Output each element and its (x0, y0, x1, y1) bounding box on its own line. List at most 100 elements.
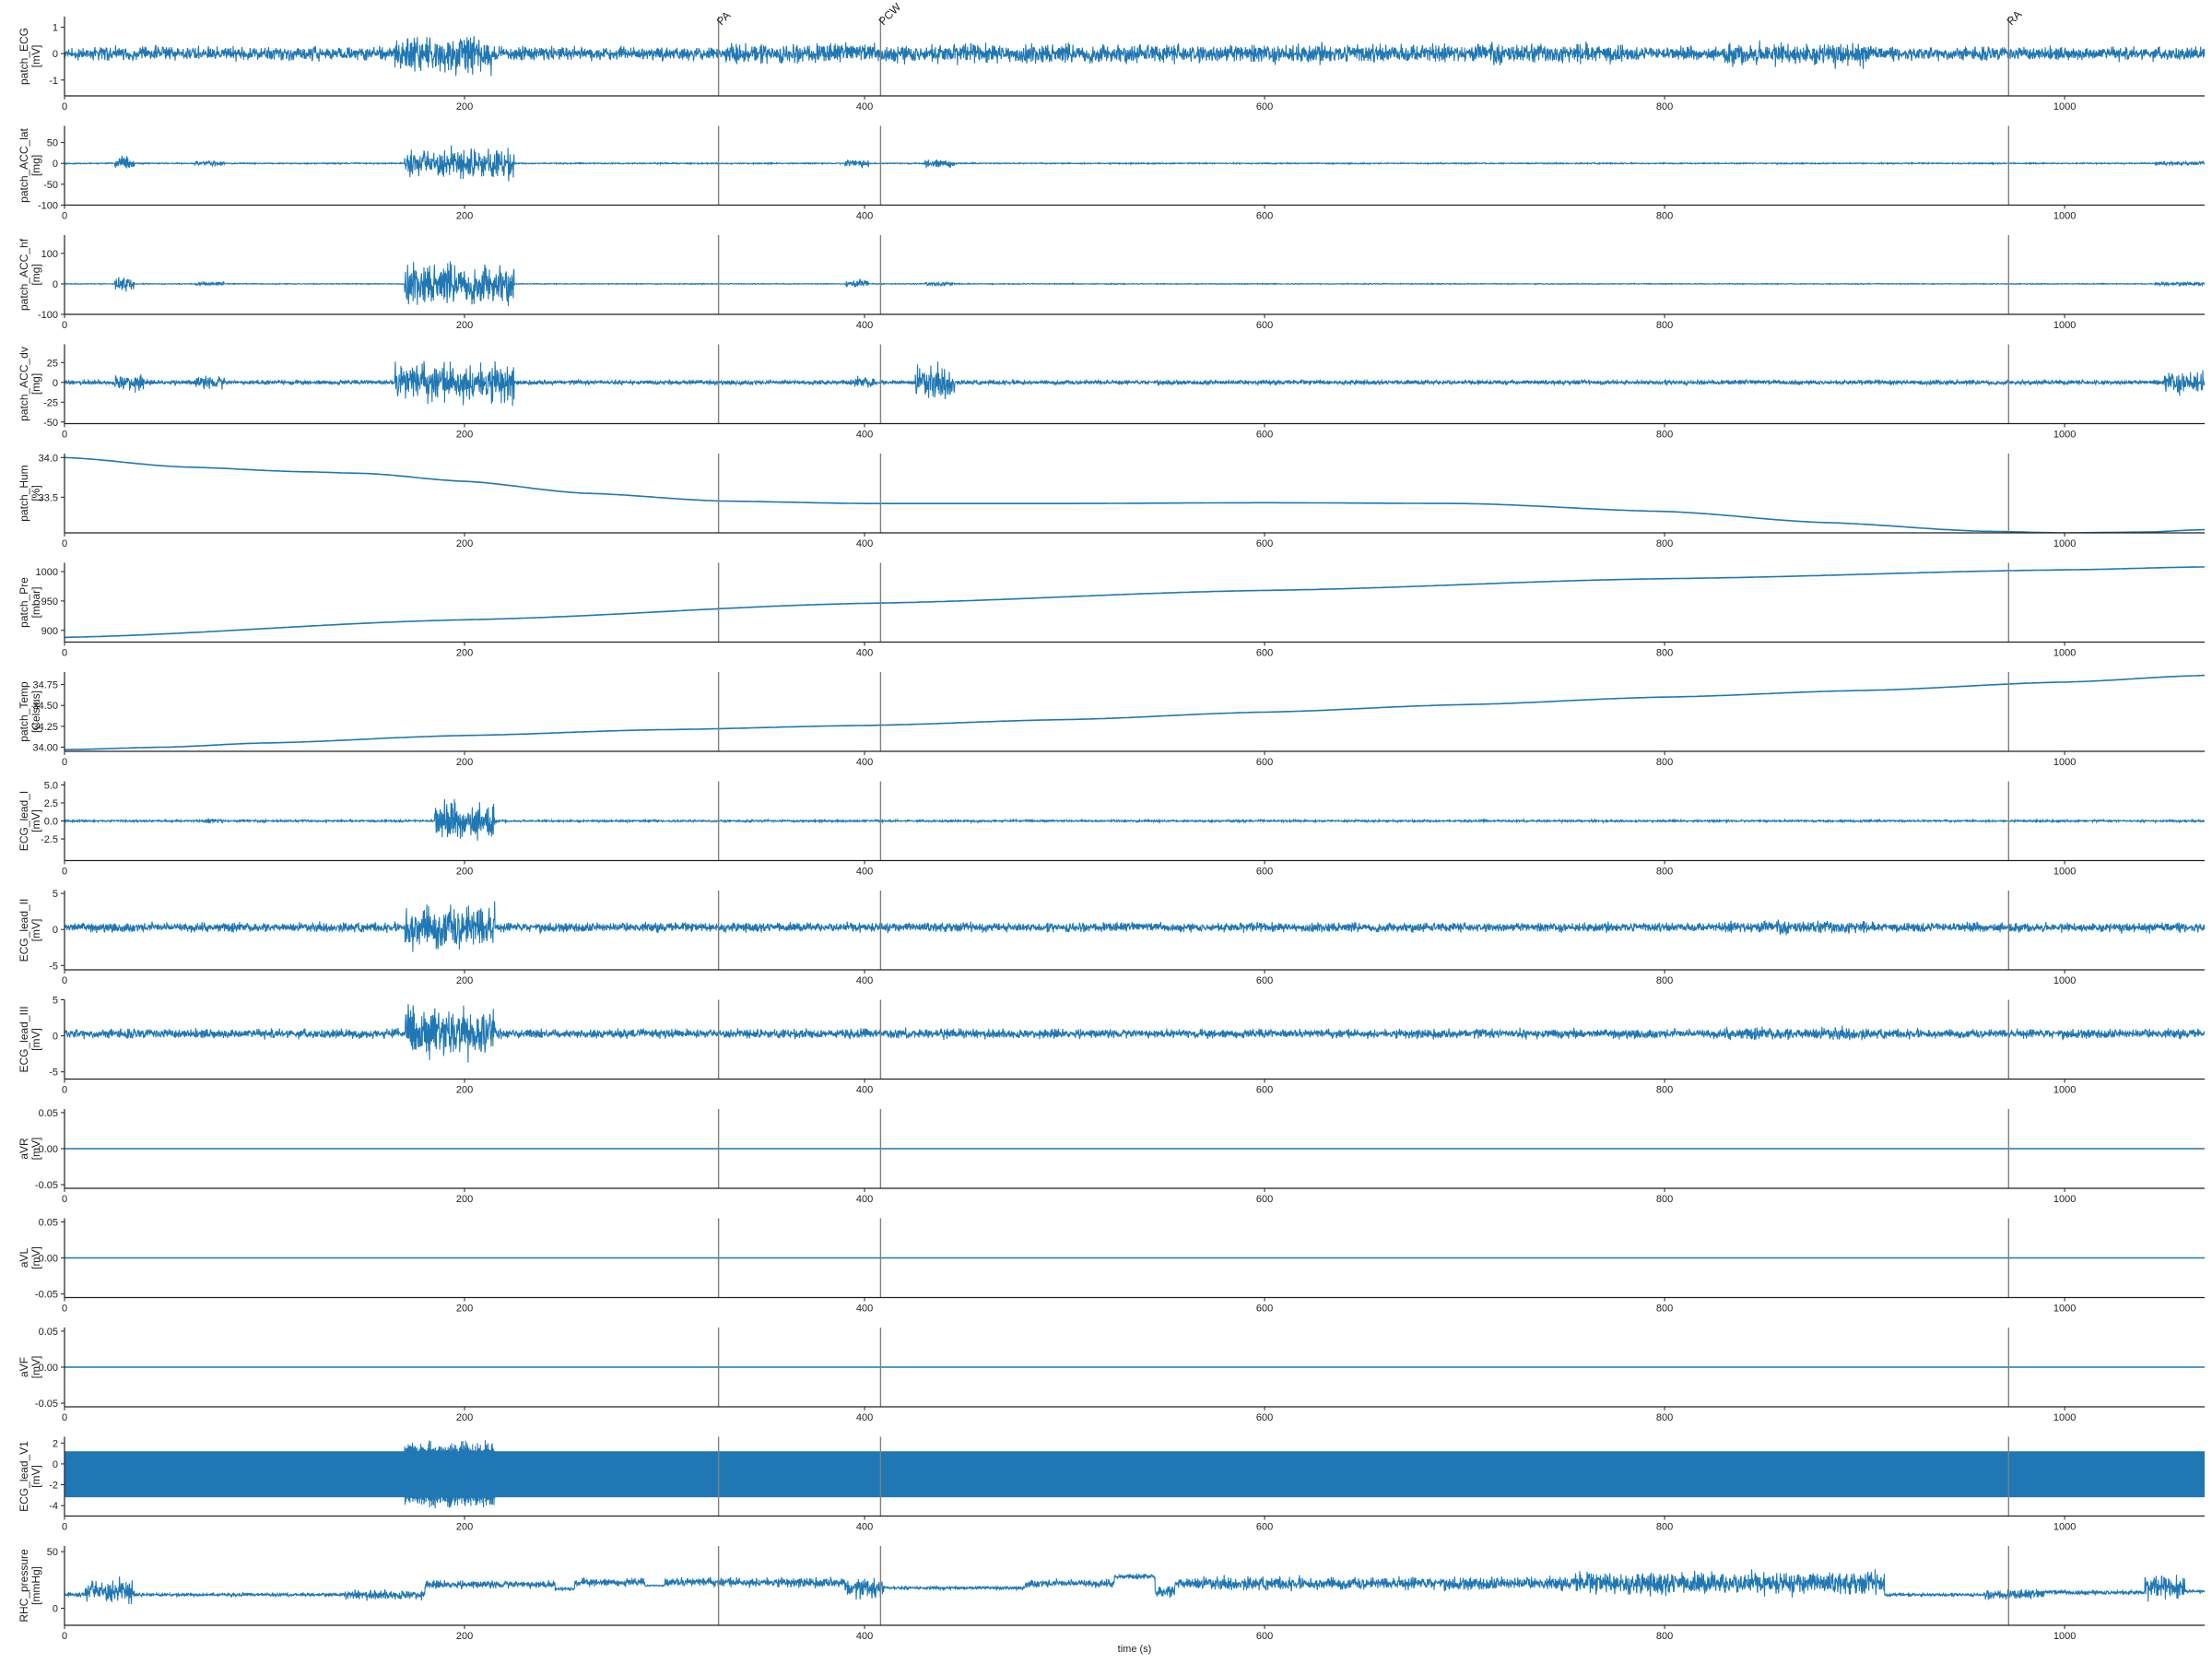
x-tick-label: 0 (62, 648, 67, 659)
y-tick-label: 0.05 (39, 1108, 58, 1119)
x-tick-label: 400 (856, 975, 873, 986)
x-tick-label: 0 (62, 320, 67, 331)
y-tick-label: 5.0 (44, 780, 58, 791)
x-tick-label: 200 (456, 1522, 473, 1533)
y-tick-label: 950 (41, 596, 58, 608)
series-patch_ACC_dv (65, 360, 2205, 407)
x-tick-label: 400 (856, 1522, 873, 1533)
y-axis-label: patch_ACC_hf[mg] (18, 238, 42, 311)
x-tick-label: 1000 (2053, 1631, 2076, 1642)
x-tick-label: 200 (456, 1631, 473, 1642)
y-axis-label: patch_ACC_dv[mg] (18, 347, 42, 421)
y-axis-label: ECG_lead_V1[mV] (18, 1441, 42, 1512)
y-tick-label: -2.5 (41, 834, 58, 845)
x-tick-label: 800 (1656, 1194, 1673, 1205)
y-tick-label: -2 (49, 1481, 58, 1492)
x-tick-label: 800 (1656, 757, 1673, 768)
y-tick-label: -5 (49, 1068, 58, 1079)
y-axis-label: patch_ECG[mV] (18, 28, 42, 85)
x-tick-label: 600 (1256, 538, 1273, 549)
y-axis-label: aVL[mV] (18, 1246, 42, 1269)
x-tick-label: 600 (1256, 1304, 1273, 1315)
x-tick-label: 200 (456, 1412, 473, 1423)
x-tick-label: 0 (62, 1085, 67, 1096)
y-tick-label: -5 (49, 961, 58, 972)
y-tick-label: 34.25 (32, 722, 58, 733)
y-tick-label: -0.05 (35, 1398, 58, 1410)
y-tick-label: 1000 (36, 567, 58, 578)
x-tick-label: 200 (456, 867, 473, 878)
y-tick-label: 1 (53, 22, 58, 33)
x-tick-label: 0 (62, 1304, 67, 1315)
x-tick-label: 400 (856, 101, 873, 112)
series-ECG_lead_II (65, 901, 2205, 952)
y-tick-label: 34.50 (32, 701, 58, 712)
x-tick-label: 0 (62, 867, 67, 878)
y-axis-label: patch_Pre[mbar] (18, 577, 42, 628)
x-tick-label: 1000 (2053, 975, 2076, 986)
x-tick-label: 600 (1256, 1522, 1273, 1533)
panel-patch_ECG: -1 0 1 0 200 400 600 800 1000 patch_ECG[mV] PA PCW R… (18, 0, 2205, 112)
y-tick-label: 100 (41, 249, 58, 260)
x-tick-label: 400 (856, 867, 873, 878)
x-tick-label: 800 (1656, 320, 1673, 331)
x-tick-label: 800 (1656, 1085, 1673, 1096)
x-tick-label: 400 (856, 757, 873, 768)
y-tick-label: 0.00 (39, 1144, 58, 1155)
x-tick-label: 800 (1656, 1412, 1673, 1423)
series-patch_ACC_lat (65, 145, 2205, 182)
x-tick-label: 0 (62, 1412, 67, 1423)
y-tick-label: 50 (47, 1547, 58, 1558)
panel-ECG_lead_V1: -4 -2 0 2 0 200 400 600 800 1000 ECG_lead_V1[mV] (18, 1436, 2205, 1533)
y-tick-label: 2.5 (44, 798, 58, 809)
y-tick-label: 0.00 (39, 1363, 58, 1374)
y-tick-label: -0.05 (35, 1290, 58, 1301)
x-tick-label: 1000 (2053, 1085, 2076, 1096)
x-tick-label: 200 (456, 975, 473, 986)
event-label-RA: RA (2005, 7, 2025, 28)
x-tick-label: 400 (856, 211, 873, 222)
x-tick-label: 1000 (2053, 1194, 2076, 1205)
x-tick-label: 1000 (2053, 320, 2076, 331)
x-tick-label: 0 (62, 1522, 67, 1533)
y-tick-label: 0 (53, 1604, 58, 1615)
panel-ECG_lead_I: -2.5 0.0 2.5 5.0 0 200 400 600 800 1000 ECG_lead_I… (18, 780, 2205, 878)
y-axis-label: patch_Temp[Celsius] (18, 681, 42, 742)
x-tick-label: 800 (1656, 975, 1673, 986)
panel-patch_ACC_lat: -100 -50 0 50 0 200 400 600 800 1000 patch_ACC_lat… (18, 125, 2205, 222)
x-tick-label: 1000 (2053, 757, 2076, 768)
y-axis-label: patch_ACC_lat[mg] (18, 127, 42, 202)
x-tick-label: 0 (62, 1194, 67, 1205)
x-tick-label: 0 (62, 757, 67, 768)
y-tick-label: 0 (53, 159, 58, 170)
x-tick-label: 600 (1256, 1631, 1273, 1642)
y-tick-label: -100 (38, 201, 58, 212)
x-tick-label: 1000 (2053, 430, 2076, 441)
x-tick-label: 800 (1656, 1631, 1673, 1642)
x-tick-label: 400 (856, 320, 873, 331)
x-tick-label: 1000 (2053, 648, 2076, 659)
x-tick-label: 200 (456, 211, 473, 222)
y-tick-label: 34.00 (32, 742, 58, 753)
event-label-PA: PA (714, 9, 734, 29)
x-tick-label: 400 (856, 648, 873, 659)
panel-aVR: -0.05 0.00 0.05 0 200 400 600 800 1000 aVR[mV] (18, 1108, 2205, 1205)
x-tick-label: 1000 (2053, 538, 2076, 549)
y-tick-label: -4 (49, 1501, 58, 1512)
panel-aVL: -0.05 0.00 0.05 0 200 400 600 800 1000 aVL[mV] (18, 1217, 2205, 1315)
y-axis-label: patch_Hum[%] (18, 465, 42, 521)
y-tick-label: 0.0 (44, 817, 58, 828)
x-tick-label: 1000 (2053, 1412, 2076, 1423)
y-tick-label: 0 (53, 1032, 58, 1043)
y-tick-label: 0.05 (39, 1217, 58, 1228)
x-tick-label: 0 (62, 101, 67, 112)
x-tick-label: 800 (1656, 430, 1673, 441)
y-tick-label: 5 (53, 889, 58, 900)
y-axis-label: RHC_pressure[mmHg] (18, 1549, 42, 1623)
series-patch_ECG (65, 36, 2205, 77)
series-ECG_lead_I (65, 798, 2205, 841)
x-tick-label: 1000 (2053, 211, 2076, 222)
panel-patch_Hum: 33.5 34.0 0 200 400 600 800 1000 patch_Hum[%] (18, 453, 2205, 549)
x-tick-label: 400 (856, 538, 873, 549)
